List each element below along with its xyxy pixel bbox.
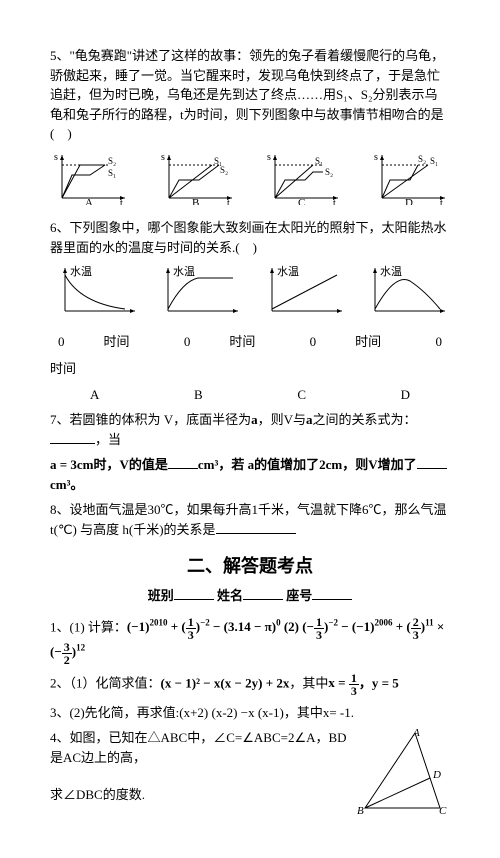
svg-text:D: D xyxy=(432,769,441,781)
q6-zero-c: 0 时间 xyxy=(310,332,382,352)
svg-text:S₂: S₂ xyxy=(108,156,116,166)
q6-chart-d: 水温 xyxy=(360,263,450,324)
q5-svg-b: s t S₁ S₂ B xyxy=(157,150,237,205)
svg-text:t: t xyxy=(120,198,123,205)
p3: 3、(2)先化简，再求值:(x+2) (x-2) −x (x-1)，其中x= -… xyxy=(50,703,450,723)
q5-svg-a: s t S₂ S₁ A xyxy=(50,150,130,205)
q5-text: 5、"龟兔赛跑"讲述了这样的故事：领先的兔子看着缓慢爬行的乌龟，骄傲起来，睡了一… xyxy=(50,46,450,144)
q6-chart-c: 水温 xyxy=(257,263,347,324)
q5-chart-a: s t S₂ S₁ A xyxy=(50,150,130,211)
p4-triangle: A B C D xyxy=(355,728,450,818)
svg-text:D: D xyxy=(405,197,413,205)
q6-zero-d: 0 xyxy=(435,332,442,352)
svg-text:B: B xyxy=(192,197,199,205)
svg-text:s: s xyxy=(267,152,271,163)
p1: 1、(1) 计算：(−1)2010 + (13)−2 − (3.14 − π)0… xyxy=(50,616,450,666)
q6-axis-labels: 0 时间 0 时间 0 时间 0 xyxy=(50,332,450,352)
svg-text:B: B xyxy=(357,805,364,817)
svg-text:水温: 水温 xyxy=(277,265,299,278)
q6-ans-a: A xyxy=(90,385,99,405)
svg-text:A: A xyxy=(85,197,93,205)
p4-wrap: A B C D 4、如图，已知在△ABC中，∠C=∠ABC=2∠A，BD是AC边… xyxy=(50,728,450,818)
q5-chart-d: s t S₁ S₂ D xyxy=(370,150,450,211)
section2-blanks: 班别 姓名 座号 xyxy=(50,586,450,606)
svg-text:t: t xyxy=(333,198,336,205)
q8-text: 8、设地面气温是30℃，如果每升高1千米，气温就下降6℃，那么气温 t(℃) 与… xyxy=(50,500,450,539)
svg-text:A: A xyxy=(412,728,420,739)
svg-text:水温: 水温 xyxy=(173,265,195,278)
q6-answers: A B C D xyxy=(50,385,450,405)
svg-text:s: s xyxy=(374,152,378,163)
q6-charts: 水温 水温 水温 水温 xyxy=(50,263,450,324)
svg-text:S₂: S₂ xyxy=(418,154,426,164)
q6-ans-d: D xyxy=(401,385,410,405)
q5-chart-c: s t S₁ S₂ C xyxy=(263,150,343,211)
q5-svg-d: s t S₁ S₂ D xyxy=(370,150,450,205)
q6-zero-b: 0 时间 xyxy=(184,332,256,352)
svg-text:水温: 水温 xyxy=(380,265,402,278)
q6-text: 6、下列图象中，哪个图象能大致刻画在太阳光的照射下，太阳能热水器里面的水的温度与… xyxy=(50,218,450,257)
q6-ans-b: B xyxy=(194,385,203,405)
q5-svg-c: s t S₁ S₂ C xyxy=(263,150,343,205)
svg-text:t: t xyxy=(440,198,443,205)
svg-text:S₂: S₂ xyxy=(220,165,228,175)
q6-zero-a: 0 时间 xyxy=(58,332,130,352)
p2: 2、（1）化简求值：(x − 1)² − x(x − 2y) + 2x，其中x … xyxy=(50,672,450,697)
svg-text:C: C xyxy=(298,197,305,205)
svg-text:t: t xyxy=(227,198,230,205)
q5-charts: s t S₂ S₁ A s t S₁ S₂ B s t xyxy=(50,150,450,211)
svg-text:s: s xyxy=(161,152,165,163)
svg-text:s: s xyxy=(54,152,58,163)
svg-text:S₁: S₁ xyxy=(430,156,438,166)
q7-line2: a = 3cm时，V的值是cm³，若 a的值增加了2cm，则V增加了cm³。 xyxy=(50,455,450,494)
q7-line1: 7、若圆锥的体积为 V，底面半径为a，则V与a之间的关系式为：，当 xyxy=(50,410,450,449)
q6-ans-c: C xyxy=(297,385,306,405)
svg-text:S₁: S₁ xyxy=(108,168,116,178)
q6-chart-a: 水温 xyxy=(50,263,140,324)
svg-text:水温: 水温 xyxy=(70,265,92,278)
svg-text:S₁: S₁ xyxy=(315,156,323,166)
svg-text:C: C xyxy=(439,805,447,817)
q6-chart-b: 水温 xyxy=(153,263,243,324)
svg-text:S₂: S₂ xyxy=(325,167,333,177)
q5-chart-b: s t S₁ S₂ B xyxy=(157,150,237,211)
section2-title: 二、解答题考点 xyxy=(50,553,450,580)
q6-sub: 时间 xyxy=(50,359,450,379)
